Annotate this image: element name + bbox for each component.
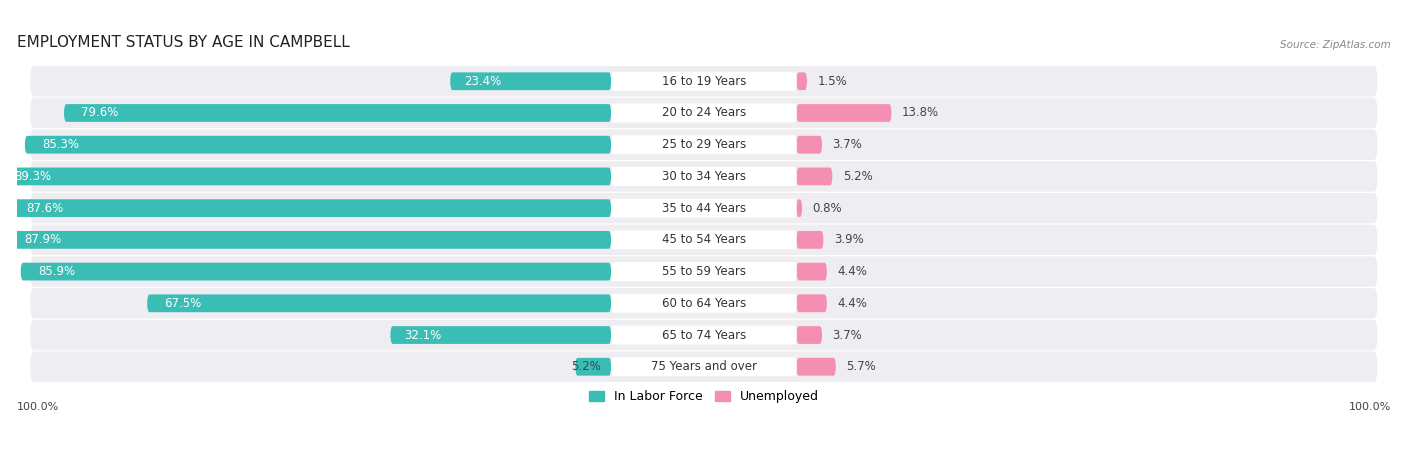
Text: 85.3%: 85.3% xyxy=(42,138,79,151)
Text: 45 to 54 Years: 45 to 54 Years xyxy=(662,233,745,246)
FancyBboxPatch shape xyxy=(796,231,824,249)
Text: 23.4%: 23.4% xyxy=(464,75,502,88)
Text: 4.4%: 4.4% xyxy=(837,297,868,310)
Text: 16 to 19 Years: 16 to 19 Years xyxy=(662,75,747,88)
FancyBboxPatch shape xyxy=(796,72,807,90)
FancyBboxPatch shape xyxy=(31,193,1378,223)
FancyBboxPatch shape xyxy=(612,103,797,123)
Text: 85.9%: 85.9% xyxy=(38,265,75,278)
Text: 4.4%: 4.4% xyxy=(837,265,868,278)
Text: 65 to 74 Years: 65 to 74 Years xyxy=(662,328,747,341)
FancyBboxPatch shape xyxy=(796,104,891,122)
FancyBboxPatch shape xyxy=(31,161,1378,192)
FancyBboxPatch shape xyxy=(796,199,803,217)
FancyBboxPatch shape xyxy=(148,295,612,312)
FancyBboxPatch shape xyxy=(612,135,797,154)
FancyBboxPatch shape xyxy=(612,230,797,249)
FancyBboxPatch shape xyxy=(31,98,1378,128)
Text: 35 to 44 Years: 35 to 44 Years xyxy=(662,202,745,215)
FancyBboxPatch shape xyxy=(31,225,1378,255)
Text: 13.8%: 13.8% xyxy=(901,106,939,120)
FancyBboxPatch shape xyxy=(612,72,797,91)
FancyBboxPatch shape xyxy=(0,167,612,185)
Text: 3.9%: 3.9% xyxy=(834,233,863,246)
Text: 5.2%: 5.2% xyxy=(571,360,600,373)
FancyBboxPatch shape xyxy=(391,326,612,344)
FancyBboxPatch shape xyxy=(612,294,797,313)
Text: EMPLOYMENT STATUS BY AGE IN CAMPBELL: EMPLOYMENT STATUS BY AGE IN CAMPBELL xyxy=(17,35,349,50)
Text: Source: ZipAtlas.com: Source: ZipAtlas.com xyxy=(1281,40,1391,50)
FancyBboxPatch shape xyxy=(796,326,823,344)
Text: 5.2%: 5.2% xyxy=(842,170,872,183)
Text: 55 to 59 Years: 55 to 59 Years xyxy=(662,265,745,278)
FancyBboxPatch shape xyxy=(63,104,612,122)
FancyBboxPatch shape xyxy=(796,295,827,312)
FancyBboxPatch shape xyxy=(796,136,823,154)
Text: 25 to 29 Years: 25 to 29 Years xyxy=(662,138,747,151)
FancyBboxPatch shape xyxy=(612,262,797,281)
FancyBboxPatch shape xyxy=(31,256,1378,287)
Legend: In Labor Force, Unemployed: In Labor Force, Unemployed xyxy=(583,385,824,408)
Text: 67.5%: 67.5% xyxy=(165,297,201,310)
FancyBboxPatch shape xyxy=(796,358,837,376)
Text: 3.7%: 3.7% xyxy=(832,138,862,151)
FancyBboxPatch shape xyxy=(31,320,1378,350)
FancyBboxPatch shape xyxy=(31,351,1378,382)
Text: 100.0%: 100.0% xyxy=(1348,402,1391,412)
Text: 87.6%: 87.6% xyxy=(27,202,63,215)
Text: 3.7%: 3.7% xyxy=(832,328,862,341)
Text: 20 to 24 Years: 20 to 24 Years xyxy=(662,106,747,120)
FancyBboxPatch shape xyxy=(25,136,612,154)
FancyBboxPatch shape xyxy=(21,263,612,281)
Text: 100.0%: 100.0% xyxy=(17,402,59,412)
Text: 87.9%: 87.9% xyxy=(24,233,62,246)
FancyBboxPatch shape xyxy=(31,129,1378,160)
FancyBboxPatch shape xyxy=(612,198,797,218)
FancyBboxPatch shape xyxy=(612,167,797,186)
Text: 89.3%: 89.3% xyxy=(14,170,52,183)
Text: 79.6%: 79.6% xyxy=(82,106,118,120)
FancyBboxPatch shape xyxy=(612,357,797,376)
Text: 60 to 64 Years: 60 to 64 Years xyxy=(662,297,747,310)
Text: 5.7%: 5.7% xyxy=(846,360,876,373)
FancyBboxPatch shape xyxy=(612,326,797,345)
Text: 0.8%: 0.8% xyxy=(813,202,842,215)
FancyBboxPatch shape xyxy=(31,288,1378,318)
FancyBboxPatch shape xyxy=(31,66,1378,97)
FancyBboxPatch shape xyxy=(8,199,612,217)
FancyBboxPatch shape xyxy=(575,358,612,376)
Text: 75 Years and over: 75 Years and over xyxy=(651,360,756,373)
Text: 30 to 34 Years: 30 to 34 Years xyxy=(662,170,745,183)
Text: 1.5%: 1.5% xyxy=(817,75,846,88)
FancyBboxPatch shape xyxy=(796,167,832,185)
Text: 32.1%: 32.1% xyxy=(404,328,441,341)
FancyBboxPatch shape xyxy=(7,231,612,249)
FancyBboxPatch shape xyxy=(450,72,612,90)
FancyBboxPatch shape xyxy=(796,263,827,281)
